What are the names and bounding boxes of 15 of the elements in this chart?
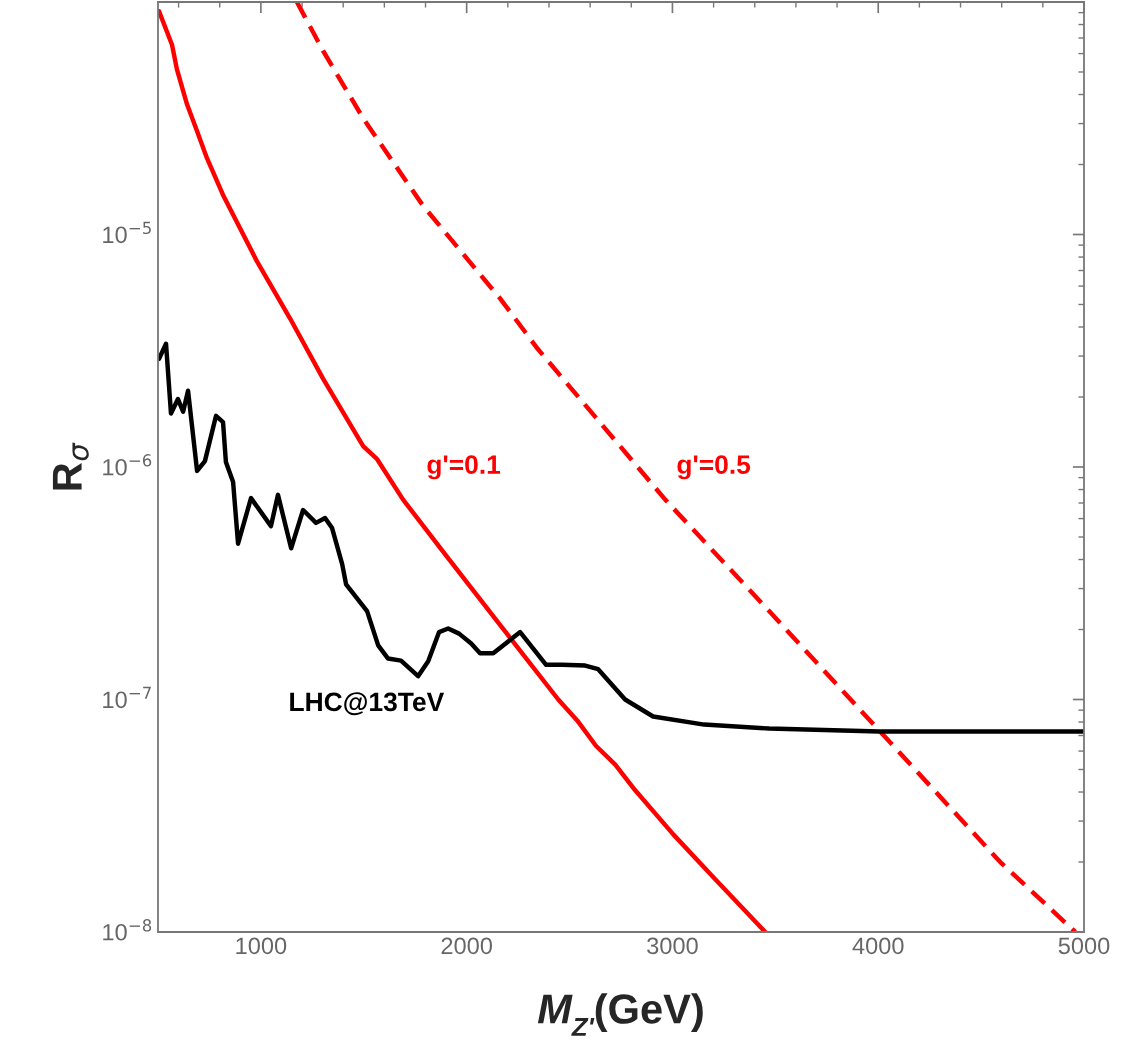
y-tick-label: 10$^{−5}$: [103, 221, 151, 244]
x-tick-label: 5000: [1058, 937, 1110, 955]
line-series: [158, 341, 1084, 734]
line-series: [158, 9, 768, 932]
series-label: g'=0.5: [677, 455, 751, 480]
x-tick-label: 2000: [441, 937, 493, 955]
series-label: g'=0.1: [427, 455, 501, 480]
y-tick-label: 10$^{−7}$: [103, 686, 151, 709]
y-tick-label: 10$^{−8}$: [103, 919, 152, 941]
x-tick-label: 1000: [236, 937, 287, 955]
y-tick-label: 10$^{−6}$: [103, 454, 152, 476]
y-axis-title: R$_{σ}$: [52, 442, 89, 490]
x-tick-label: 4000: [852, 937, 904, 955]
series-label: LHC@13TeV: [290, 692, 445, 716]
x-tick-label: 3000: [647, 937, 698, 955]
